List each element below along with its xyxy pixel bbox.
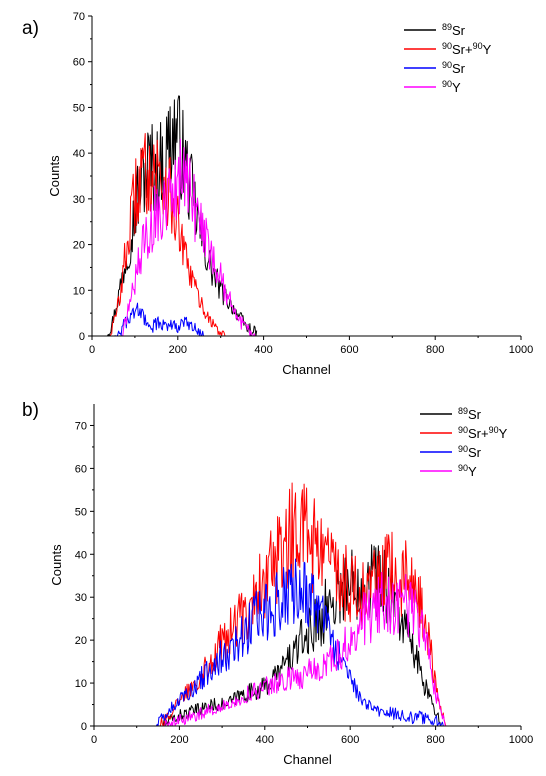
legend-label: 89Sr — [442, 22, 466, 38]
y-tick-label: 10 — [75, 678, 87, 690]
y-tick-label: 60 — [75, 463, 87, 475]
series-line-90y — [121, 138, 256, 337]
x-tick-label: 800 — [426, 344, 444, 356]
legend-item: 90Sr — [404, 60, 466, 76]
legend-label: 90Y — [458, 463, 477, 479]
y-tick-label: 60 — [73, 57, 85, 69]
y-tick-label: 50 — [73, 102, 85, 114]
legend-item: 90Sr — [420, 444, 482, 460]
legend-item: 90Sr+90Y — [404, 41, 492, 57]
series-line-90y — [162, 571, 447, 727]
legend-item: 89Sr — [404, 22, 466, 38]
legend-label: 90Sr — [458, 444, 482, 460]
series-line-90sr — [153, 558, 445, 727]
x-tick-label: 600 — [341, 734, 359, 746]
legend-label: 90Sr+90Y — [442, 41, 492, 57]
legend-item: 90Y — [420, 463, 477, 479]
panel-label: a) — [22, 18, 39, 39]
x-axis-title: Channel — [283, 752, 332, 767]
x-tick-label: 200 — [170, 734, 188, 746]
x-tick-label: 1000 — [509, 734, 533, 746]
y-tick-label: 70 — [73, 11, 85, 23]
y-axis-title: Counts — [49, 544, 64, 586]
legend-item: 90Y — [404, 79, 461, 95]
y-tick-label: 10 — [73, 285, 85, 297]
legend-label: 90Sr+90Y — [458, 425, 508, 441]
y-tick-label: 70 — [75, 420, 87, 432]
x-tick-label: 200 — [169, 344, 187, 356]
series-line-90sr-90y — [109, 133, 226, 337]
series-line-90sr-90y — [158, 482, 447, 727]
legend-label: 90Y — [442, 79, 461, 95]
legend-item: 89Sr — [420, 406, 482, 422]
y-tick-label: 0 — [81, 721, 87, 733]
y-tick-label: 30 — [73, 194, 85, 206]
x-tick-label: 0 — [89, 344, 95, 356]
x-tick-label: 400 — [254, 344, 272, 356]
y-tick-label: 30 — [75, 592, 87, 604]
y-tick-label: 0 — [79, 331, 85, 343]
x-axis-title: Channel — [282, 362, 331, 377]
y-tick-label: 50 — [75, 506, 87, 518]
x-tick-label: 0 — [91, 734, 97, 746]
chart-panel-a: a) 0 200 400 600 800 1000 0 10 20 30 40 50 60 70 Channe… — [22, 11, 533, 377]
series-line-89sr — [104, 95, 258, 337]
x-tick-label: 800 — [426, 734, 444, 746]
y-tick-label: 40 — [73, 148, 85, 160]
y-tick-label: 20 — [73, 240, 85, 252]
legend-item: 90Sr+90Y — [420, 425, 508, 441]
legend-label: 90Sr — [442, 60, 466, 76]
x-tick-label: 600 — [340, 344, 358, 356]
legend-label: 89Sr — [458, 406, 482, 422]
y-tick-label: 20 — [75, 635, 87, 647]
y-tick-label: 40 — [75, 549, 87, 561]
x-tick-label: 1000 — [509, 344, 533, 356]
series-line-90sr — [113, 302, 204, 337]
y-axis-title: Counts — [47, 155, 62, 197]
x-tick-label: 400 — [256, 734, 274, 746]
chart-panel-b: b) 0 200 400 600 800 1000 0 10 20 30 40 50 60 70 Channe… — [22, 400, 533, 767]
panel-label: b) — [22, 400, 39, 421]
